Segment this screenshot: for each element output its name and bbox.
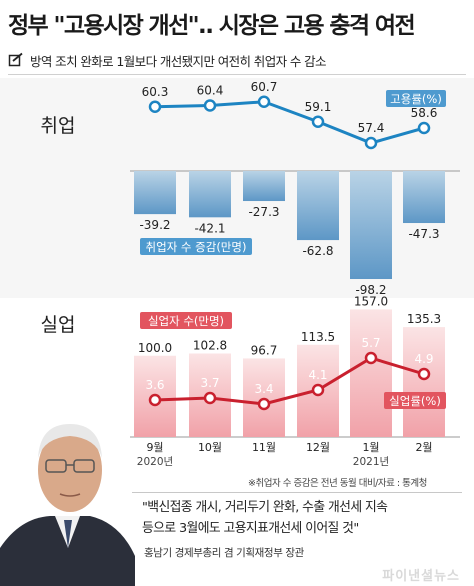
unemployment-rate-legend: 실업률(%) (384, 392, 446, 409)
unemployment-rate-value: 5.7 (361, 336, 380, 350)
employment-change-value: -27.3 (248, 205, 279, 219)
employment-rate-legend: 고용률(%) (386, 90, 446, 107)
employment-change-value: -39.2 (139, 218, 170, 232)
unemployment-rate-value: 3.4 (254, 382, 273, 396)
unemployed-bar (243, 358, 285, 437)
speaker-caption: 홍남기 경제부총리 겸 기획재정부 장관 (144, 547, 304, 559)
unemployment-rate-point (203, 391, 217, 405)
checkbox-pencil-icon (8, 52, 23, 67)
unemployment-rate-point (417, 367, 431, 381)
employment-rate-point (417, 121, 431, 135)
employment-rate-point (203, 99, 217, 112)
employment-change-legend-text: 취업자 수 증감(만명) (146, 240, 247, 254)
speaker-portrait (0, 424, 135, 586)
employment-change-bar (350, 171, 392, 280)
quote-text: "백신접종 개시, 거리두기 완화, 수출 개선세 지속 등으로 3월에도 고용… (142, 500, 388, 536)
employment-change-value: -42.1 (194, 221, 225, 235)
unemployment-rate-value: 3.6 (145, 378, 164, 392)
quote-divider (132, 492, 462, 493)
employment-rate-value: 57.4 (358, 121, 385, 135)
employment-rate-line (154, 100, 425, 145)
employment-rate-point (148, 100, 162, 113)
employment-rate-legend-bg (386, 90, 446, 107)
unemployed-legend-bg (140, 312, 232, 329)
section-label-employment: 취업 (41, 115, 76, 137)
employment-change-bar (403, 171, 445, 224)
unemployment-rate-legend-text: 실업률(%) (389, 394, 441, 408)
employment-change-bar (189, 171, 231, 218)
unemployment-rate-point (148, 393, 162, 407)
employment-change-value: -62.8 (302, 244, 333, 258)
employment-rate-value: 60.4 (197, 84, 224, 98)
year-tick: 2020년 (137, 456, 173, 468)
section-label-unemployment: 실업 (41, 314, 76, 336)
employment-rate-point (364, 136, 378, 150)
employment-rate-point (257, 95, 271, 108)
unemployment-rate-line (154, 356, 425, 406)
unemployed-bar (403, 327, 445, 437)
divider (8, 74, 466, 75)
subtitle: 방역 조치 완화로 1월보다 개선됐지만 여전히 취업자 수 감소 (30, 53, 327, 69)
employment-rate-value: 60.3 (142, 85, 169, 99)
unemployed-legend-text: 실업자 수(만명) (148, 314, 224, 328)
year-tick: 2021년 (353, 456, 389, 468)
unemployment-rate-value: 4.9 (414, 352, 433, 366)
employment-rate-value: 60.7 (251, 80, 278, 94)
unemployed-value: 102.8 (193, 338, 227, 352)
month-tick: 12월 (306, 441, 330, 454)
unemployed-value: 96.7 (251, 343, 278, 357)
employment-change-value: -47.3 (408, 227, 439, 241)
month-tick: 10월 (198, 441, 222, 454)
employment-change-bar (297, 171, 339, 241)
unemployed-value: 157.0 (354, 294, 388, 308)
unemployed-value: 135.3 (407, 312, 441, 326)
unemployment-rate-point (364, 351, 378, 365)
employment-change-legend-bg (140, 238, 252, 255)
unemployment-rate-legend-bg (384, 392, 446, 409)
headline: 정부 "고용시장 개선".. 시장은 고용 충격 여전 (8, 13, 416, 39)
employment-rate-value: 59.1 (305, 100, 332, 114)
month-tick: 2월 (415, 441, 432, 454)
employment-change-value: -98.2 (355, 283, 386, 297)
unemployment-rate-point (257, 397, 271, 411)
unemployed-bar (350, 309, 392, 437)
quote-box: "백신접종 개시, 거리두기 완화, 수출 개선세 지속 등으로 3월에도 고용… (132, 492, 462, 560)
employment-change-legend: 취업자 수 증감(만명) (140, 238, 252, 255)
employment-rate-legend-text: 고용률(%) (390, 92, 442, 106)
unemployed-value: 100.0 (138, 341, 172, 355)
month-tick: 11월 (252, 441, 276, 454)
month-tick: 9월 (146, 441, 163, 454)
unemployment-rate-point (311, 383, 325, 397)
publisher-logo: 파이낸셜뉴스 (382, 569, 460, 584)
employment-section-bg (0, 78, 474, 298)
unemployment-rate-value: 3.7 (200, 376, 219, 390)
month-tick: 1월 (362, 441, 379, 454)
employment-change-bar (243, 171, 285, 202)
employment-rate-value: 58.6 (411, 106, 438, 120)
unemployed-legend: 실업자 수(만명) (140, 312, 232, 329)
employment-change-bar (134, 171, 176, 215)
employment-rate-point (311, 115, 325, 128)
unemployed-value: 113.5 (301, 330, 335, 344)
unemployment-rate-value: 4.1 (308, 368, 327, 382)
employment-unemployment-chart: 취업 실업 100.0 102.8 96.7 113.5 157.0 135.3 실업자 수… (0, 78, 474, 468)
subtitle-row: 방역 조치 완화로 1월보다 개선됐지만 여전히 취업자 수 감소 (8, 50, 327, 70)
source-note: ※취업자 수 증감은 전년 동월 대비/자료 : 통계청 (248, 478, 427, 489)
